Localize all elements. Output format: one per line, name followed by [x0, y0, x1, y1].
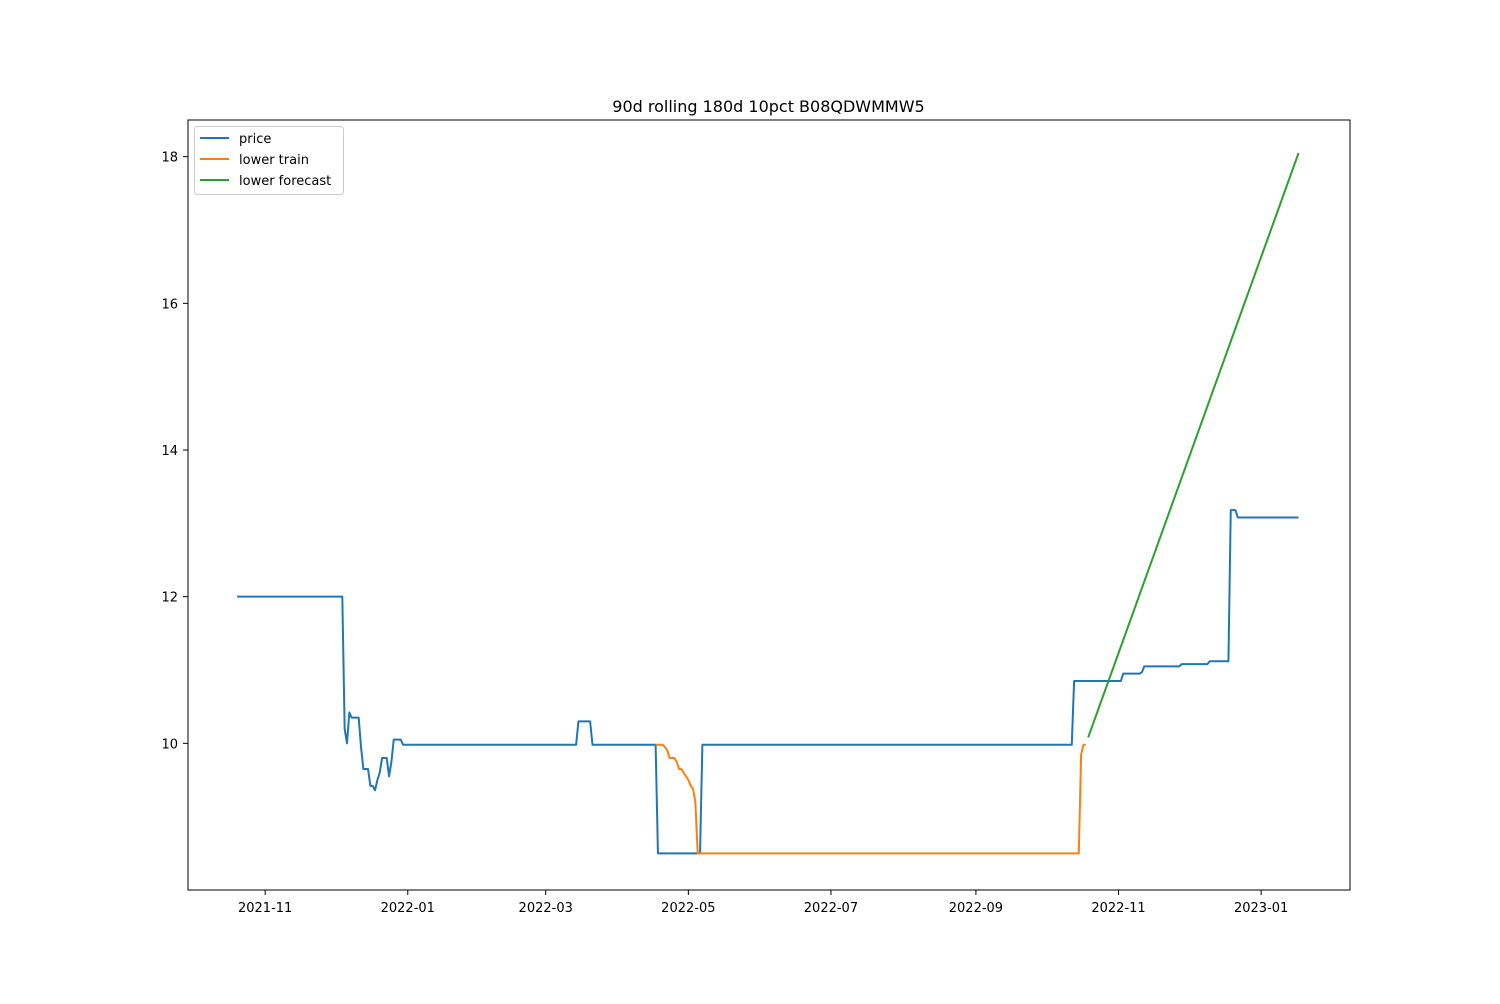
series-layer	[237, 152, 1300, 855]
legend: price lower train lower forecast	[194, 126, 344, 195]
x-tick-label: 2022-03	[519, 901, 573, 916]
x-tick-label: 2022-05	[661, 901, 715, 916]
plot-area-frame	[187, 119, 1351, 891]
legend-label: price	[239, 132, 271, 147]
x-tick-label: 2022-09	[949, 901, 1003, 916]
series-line-lower-forecast	[1087, 152, 1300, 738]
series-line-lower-train	[655, 743, 1086, 855]
y-tick-label: 18	[161, 151, 178, 166]
legend-label: lower forecast	[239, 174, 331, 189]
x-tick-label: 2021-11	[238, 901, 292, 916]
y-tick-label: 12	[161, 591, 178, 606]
y-tick-label: 10	[161, 737, 178, 752]
x-tick-label: 2022-11	[1091, 901, 1145, 916]
x-axis: 2021-11 2022-01 2022-03 2022-05 2022-07 2022-…	[238, 890, 1288, 916]
x-tick-label: 2022-01	[381, 901, 435, 916]
y-tick-label: 14	[161, 444, 178, 459]
x-tick-label: 2023-01	[1234, 901, 1288, 916]
legend-box	[194, 126, 344, 195]
x-tick-label: 2022-07	[804, 901, 858, 916]
legend-label: lower train	[239, 153, 309, 168]
chart-title: 90d rolling 180d 10pct B08QDWMMW5	[612, 97, 924, 116]
y-tick-label: 16	[161, 297, 178, 312]
y-axis: 10 12 14 16 18	[161, 151, 188, 752]
series-line-price	[237, 509, 1299, 855]
